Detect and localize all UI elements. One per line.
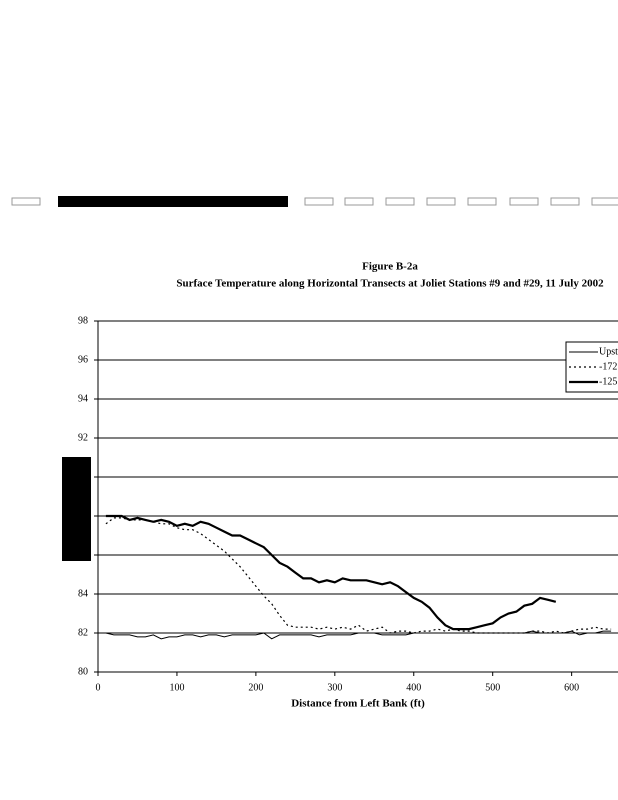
series-line [105, 517, 612, 634]
y-tick-label: 82 [78, 627, 88, 638]
x-tick-label: 0 [96, 682, 101, 693]
decor-box [550, 197, 580, 206]
decor-box [11, 197, 41, 206]
decor-box [344, 197, 374, 206]
y-tick-label: 98 [78, 315, 88, 326]
decor-box [385, 197, 415, 206]
x-tick-label: 100 [169, 682, 184, 693]
chart-subtitle: Surface Temperature along Horizontal Tra… [176, 278, 604, 290]
decor-box [467, 197, 497, 206]
legend: Upst -172 -125 [565, 341, 618, 393]
y-tick-label: 92 [78, 432, 88, 443]
legend-label: -125 [599, 376, 617, 387]
x-tick-label: 200 [248, 682, 263, 693]
y-tick-label: 96 [78, 354, 88, 365]
x-axis-label: Distance from Left Bank (ft) [291, 698, 425, 710]
decor-box [304, 197, 334, 206]
plot-area: 808284868890929496980100200300400500600 [78, 315, 618, 693]
x-tick-label: 600 [564, 682, 579, 693]
chart-title: Figure B-2a [362, 261, 418, 273]
x-tick-label: 300 [327, 682, 342, 693]
x-tick-label: 400 [406, 682, 421, 693]
legend-label: Upst [599, 346, 618, 357]
decor-box [426, 197, 456, 206]
header-decoration [11, 196, 618, 207]
redaction-block [62, 457, 91, 561]
series-line [98, 630, 612, 640]
y-tick-label: 94 [78, 393, 88, 404]
legend-label: -172 [599, 361, 617, 372]
y-tick-label: 80 [78, 666, 88, 677]
decor-box [509, 197, 539, 206]
x-tick-label: 500 [485, 682, 500, 693]
y-tick-label: 84 [78, 588, 88, 599]
decor-box [591, 197, 618, 206]
decor-bar [58, 196, 288, 207]
series-line [105, 514, 557, 631]
